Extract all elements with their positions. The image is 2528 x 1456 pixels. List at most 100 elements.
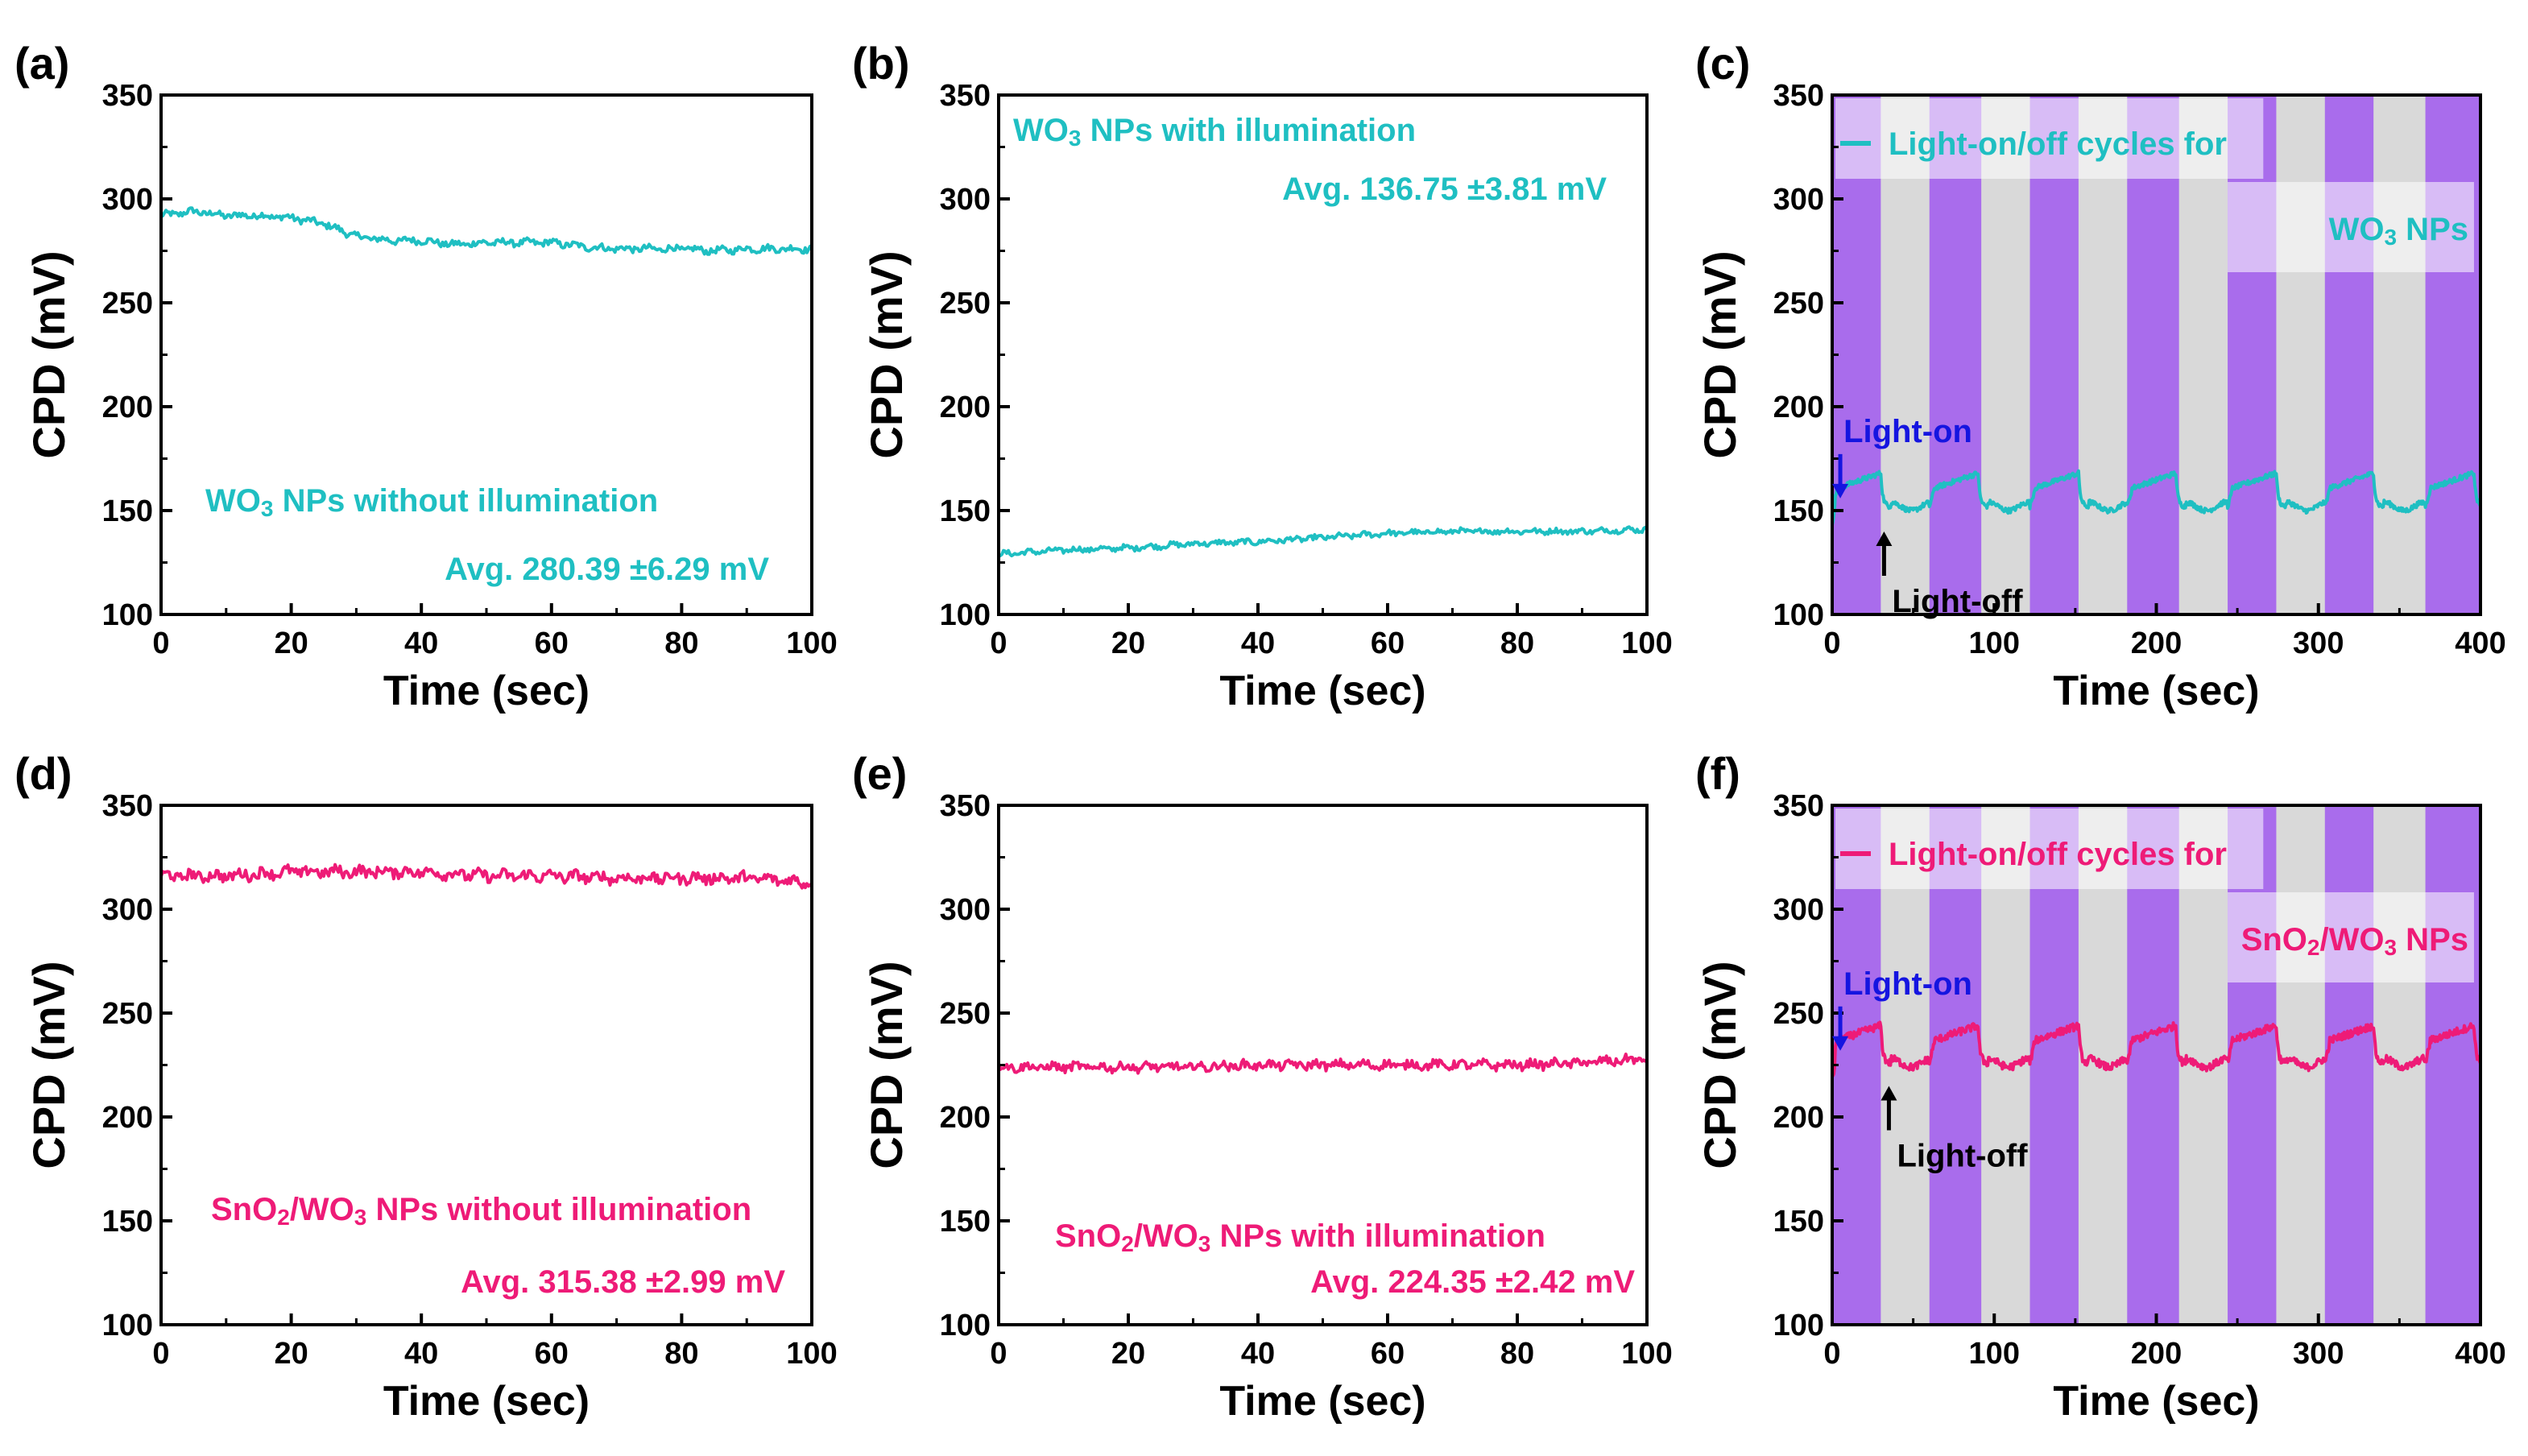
y-axis-title: CPD (mV)	[861, 250, 912, 458]
y-tick-label: 350	[1773, 789, 1824, 823]
y-tick-label: 300	[102, 183, 153, 217]
panel-b: (b) 0 20 40 60 80 100 100 150 200 250 300 350 Time (s…	[852, 38, 1673, 714]
y-tick-label: 200	[940, 1101, 991, 1135]
x-tick-label: 20	[274, 1337, 308, 1371]
light-on-label: Light-on	[1843, 966, 1972, 1002]
subscript: 2	[277, 1205, 290, 1230]
subscript: 3	[1198, 1231, 1211, 1256]
x-tick-label: 60	[535, 1337, 569, 1371]
x-tick-label: 20	[1111, 627, 1145, 660]
legend-box	[1835, 98, 2264, 179]
light-on-band	[2425, 95, 2480, 614]
y-tick-label: 250	[102, 287, 153, 321]
text-run: /WO	[2320, 922, 2385, 958]
y-tick-label: 250	[1773, 997, 1824, 1031]
y-tick-label: 100	[1773, 598, 1824, 632]
data-series-line	[999, 525, 1647, 558]
text-run: Avg. 315.38 ±2.99 mV	[461, 1264, 785, 1300]
subscript: 3	[2384, 225, 2397, 250]
y-tick-label: 350	[1773, 79, 1824, 113]
subscript: 3	[354, 1205, 367, 1230]
x-tick-label: 200	[2131, 1337, 2182, 1371]
annotation: Avg. 136.75 ±3.81 mV	[1282, 172, 1607, 207]
y-tick-label: 200	[102, 391, 153, 424]
x-tick-label: 40	[1241, 627, 1275, 660]
y-tick-label: 150	[102, 1205, 153, 1239]
y-tick-label: 300	[1773, 893, 1824, 927]
text-run: WO	[205, 483, 261, 519]
y-tick-label: 150	[1773, 494, 1824, 528]
y-tick-label: 100	[102, 598, 153, 632]
panel-e: (e) 0 20 40 60 80 100 100 150 200 250 300 350 Time (s…	[852, 748, 1673, 1425]
y-axis-title: CPD (mV)	[1694, 250, 1745, 458]
y-tick-label: 250	[940, 287, 991, 321]
legend-box-sub	[2228, 182, 2474, 272]
y-tick-label: 100	[102, 1309, 153, 1342]
subscript: 3	[2384, 935, 2397, 960]
text-run: SnO	[211, 1192, 277, 1227]
x-tick-label: 40	[404, 627, 438, 660]
light-on-band	[2029, 805, 2079, 1325]
x-tick-label: 60	[1371, 1337, 1405, 1371]
text-run: NPs	[2397, 212, 2468, 247]
legend-label: Light-on/off cycles for	[1889, 126, 2227, 162]
x-tick-label: 0	[990, 627, 1007, 660]
light-on-band	[1832, 805, 1881, 1325]
text-run: NPs with illumination	[1081, 113, 1416, 148]
x-tick-label: 100	[786, 627, 837, 660]
x-tick-label: 100	[786, 1337, 837, 1371]
legend-label: Light-on/off cycles for	[1889, 837, 2227, 872]
x-tick-label: 0	[1823, 1337, 1840, 1371]
y-tick-label: 350	[102, 79, 153, 113]
legend-sub-label: SnO2/WO3 NPs	[2241, 922, 2468, 960]
light-on-band	[2127, 95, 2179, 614]
text-run: /WO	[290, 1192, 354, 1227]
x-tick-label: 300	[2293, 1337, 2344, 1371]
x-tick-label: 40	[404, 1337, 438, 1371]
x-axis-title: Time (sec)	[383, 1378, 590, 1425]
text-run: NPs without illumination	[366, 1192, 751, 1227]
light-off-label: Light-off	[1897, 1139, 2028, 1174]
light-off-arrowhead	[1880, 1086, 1897, 1101]
annotation: Avg. 315.38 ±2.99 mV	[461, 1264, 785, 1300]
light-off-arrowhead	[1876, 532, 1893, 547]
text-run: WO	[1013, 113, 1069, 148]
x-tick-label: 60	[1371, 627, 1405, 660]
light-off-label: Light-off	[1892, 584, 2023, 619]
annotation: WO3 NPs with illumination	[1013, 113, 1416, 151]
x-tick-label: 100	[1621, 627, 1672, 660]
text-run: NPs with illumination	[1210, 1218, 1545, 1254]
x-tick-label: 100	[1621, 1337, 1672, 1371]
text-run: SnO	[1055, 1218, 1121, 1254]
light-on-label: Light-on	[1843, 414, 1972, 449]
panel-label: (e)	[852, 748, 907, 799]
light-on-band	[2324, 95, 2374, 614]
text-run: Avg. 136.75 ±3.81 mV	[1282, 172, 1607, 207]
data-series-line	[161, 206, 812, 256]
y-tick-label: 200	[102, 1101, 153, 1135]
annotation: SnO2/WO3 NPs with illumination	[1055, 1218, 1545, 1256]
y-axis-title: CPD (mV)	[23, 961, 74, 1169]
x-tick-label: 300	[2293, 627, 2344, 660]
y-tick-label: 150	[940, 1205, 991, 1239]
x-tick-label: 20	[274, 627, 308, 660]
x-axis-title: Time (sec)	[383, 668, 590, 714]
y-tick-label: 150	[940, 494, 991, 528]
text-run: Avg. 280.39 ±6.29 mV	[445, 552, 769, 587]
light-on-band	[2425, 805, 2480, 1325]
x-tick-label: 0	[1823, 627, 1840, 660]
y-tick-label: 200	[1773, 391, 1824, 424]
x-tick-label: 80	[664, 627, 698, 660]
text-run: WO	[2329, 212, 2385, 247]
text-run: SnO	[2241, 922, 2307, 958]
x-axis-title: Time (sec)	[1219, 1378, 1425, 1425]
text-run: NPs without illumination	[273, 483, 658, 519]
subscript: 3	[1069, 126, 1082, 151]
x-axis-title: Time (sec)	[1219, 668, 1425, 714]
text-run: NPs	[2397, 922, 2468, 958]
annotation: WO3 NPs without illumination	[205, 483, 658, 521]
y-tick-label: 250	[940, 997, 991, 1031]
subscript: 3	[261, 496, 274, 521]
